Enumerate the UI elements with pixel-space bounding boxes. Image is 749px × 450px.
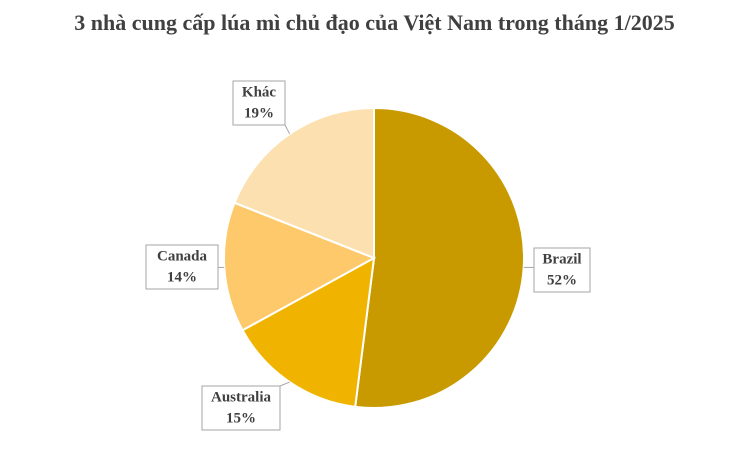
leader-line (279, 381, 290, 387)
value-label: 14% (167, 269, 197, 285)
category-label: Khác (242, 84, 277, 100)
value-label: 52% (547, 272, 577, 288)
category-label: Canada (157, 248, 208, 264)
category-label: Australia (211, 389, 272, 405)
label-box (232, 80, 286, 126)
pie-slice (241, 256, 376, 408)
value-label: 15% (226, 410, 256, 426)
label-box (533, 247, 591, 293)
value-label: 19% (244, 105, 274, 121)
label-box (145, 244, 219, 290)
leader-line (284, 124, 291, 135)
chart-title: 3 nhà cung cấp lúa mì chủ đạo của Việt N… (74, 10, 675, 35)
pie-slice (233, 106, 375, 260)
pie-slice (223, 201, 377, 332)
pie-slice (354, 106, 525, 409)
label-box (201, 385, 281, 431)
category-label: Brazil (542, 251, 581, 267)
